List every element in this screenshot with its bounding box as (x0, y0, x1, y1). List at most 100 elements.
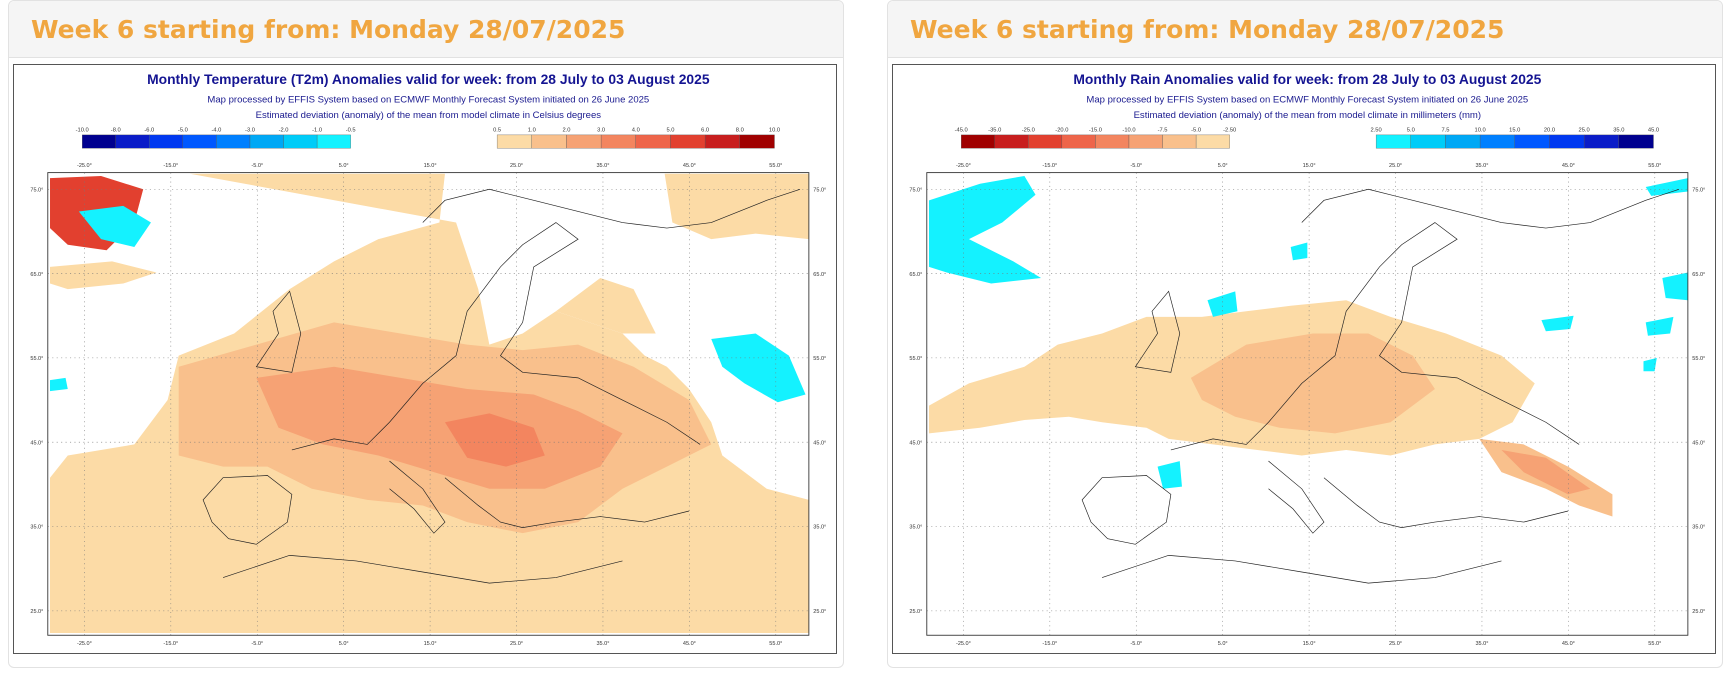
longitude-label: 25.0° (510, 163, 523, 169)
map-subtitle-2: Estimated deviation (anomaly) of the mea… (256, 110, 602, 121)
card-title: Week 6 starting from: Monday 28/07/2025 (910, 14, 1505, 44)
legend-swatch (1549, 134, 1585, 149)
latitude-label: 55.0° (1692, 356, 1705, 362)
anomaly-area-cool (78, 205, 151, 247)
graticule: -25.0° -25.0° -15.0° -15.0° -5.0° -5.0° 5.0° 5.… (30, 163, 826, 647)
rain-anomaly-map: Monthly Rain Anomalies valid for week: f… (892, 64, 1716, 654)
longitude-label: -15.0° (163, 641, 178, 647)
graticule: -25.0° -25.0° -15.0° -15.0° -5.0° -5.0° 5.0° 5.… (909, 163, 1705, 647)
anomaly-area-wet (1290, 242, 1308, 261)
longitude-label: 55.0° (1648, 163, 1661, 169)
longitude-label: -15.0° (163, 163, 178, 169)
legend-tick-label: -7.5 (1158, 128, 1168, 134)
legend-swatch (1583, 134, 1619, 149)
latitude-label: 55.0° (30, 356, 43, 362)
anomaly-area-light (664, 173, 809, 240)
longitude-label: 5.0° (339, 163, 349, 169)
longitude-label: -25.0° (77, 163, 92, 169)
legend-swatch (531, 134, 567, 149)
legend-swatch (1162, 134, 1197, 149)
legend-tick-label: 15.0 (1509, 128, 1520, 134)
anomaly-area-wet (1645, 316, 1674, 336)
legend-tick-label: 5.0 (1407, 128, 1415, 134)
longitude-label: -25.0° (77, 641, 92, 647)
map-title: Monthly Temperature (T2m) Anomalies vali… (147, 71, 710, 87)
legend-swatch (1128, 134, 1163, 149)
legend-swatch (739, 134, 775, 149)
longitude-label: 15.0° (424, 641, 437, 647)
legend-swatch (1061, 134, 1096, 149)
longitude-label: -25.0° (956, 163, 971, 169)
anomaly-area-wet (1643, 357, 1657, 372)
longitude-label: -5.0° (1130, 163, 1142, 169)
legend-tick-label: -2.0 (279, 128, 289, 134)
legend-swatch (496, 134, 532, 149)
legend-swatch (1028, 134, 1063, 149)
latitude-label: 25.0° (909, 609, 922, 615)
longitude-label: 35.0° (596, 641, 609, 647)
legend-tick-label: 0.5 (493, 128, 501, 134)
legend-swatch (182, 134, 217, 149)
legend-tick-label: -0.5 (346, 128, 356, 134)
legend-tick-label: -10.0 (1122, 128, 1135, 134)
anomaly-area-light (50, 261, 157, 290)
latitude-label: 75.0° (909, 187, 922, 193)
legend-swatch (82, 134, 116, 149)
temperature-anomaly-map: Monthly Temperature (T2m) Anomalies vali… (13, 64, 837, 654)
legend-tick-label: 2.0 (562, 128, 570, 134)
legend-swatch (1479, 134, 1515, 149)
anomaly-area-dry (1190, 333, 1435, 434)
latitude-label: 75.0° (813, 187, 826, 193)
map-title: Monthly Rain Anomalies valid for week: f… (1073, 71, 1541, 87)
latitude-label: 35.0° (30, 525, 43, 531)
latitude-label: 55.0° (813, 356, 826, 362)
plot-border (47, 172, 810, 636)
coastlines (202, 188, 801, 584)
legend-swatch (1410, 134, 1446, 149)
legend-tick-label: -10.0 (76, 128, 89, 134)
legend-tick-label: -25.0 (1022, 128, 1035, 134)
longitude-label: -5.0° (251, 163, 263, 169)
legend-tick-label: -2.50 (1223, 128, 1236, 134)
map-svg: Monthly Rain Anomalies valid for week: f… (909, 71, 1705, 647)
anomaly-area-wet (1645, 178, 1688, 196)
longitude-label: 45.0° (1562, 163, 1575, 169)
longitude-label: 45.0° (683, 163, 696, 169)
latitude-label: 45.0° (30, 440, 43, 446)
legend-tick-label: -8.0 (111, 128, 121, 134)
longitude-label: 15.0° (1303, 641, 1316, 647)
map-subtitle-1: Map processed by EFFIS System based on E… (1086, 95, 1528, 106)
legend-tick-label: 4.0 (632, 128, 640, 134)
longitude-label: -5.0° (1130, 641, 1142, 647)
legend-tick-label: 35.0 (1613, 128, 1624, 134)
longitude-label: 5.0° (1218, 641, 1228, 647)
anomaly-area-wet (1207, 291, 1238, 317)
anomaly-area-wet (1541, 315, 1574, 332)
legend-tick-label: -1.0 (312, 128, 322, 134)
legend-tick-label: -35.0 (988, 128, 1001, 134)
legend-tick-label: 7.5 (1441, 128, 1449, 134)
legend-tick-label: -5.0 (1191, 128, 1201, 134)
legend-swatch (1514, 134, 1550, 149)
temperature-card: Week 6 starting from: Monday 28/07/2025 … (8, 0, 844, 668)
legend-swatch (1095, 134, 1130, 149)
latitude-label: 35.0° (909, 525, 922, 531)
legend-swatch (994, 134, 1029, 149)
legend-swatch (149, 134, 184, 149)
legend-swatch (600, 134, 636, 149)
latitude-label: 35.0° (1692, 525, 1705, 531)
latitude-label: 25.0° (1692, 609, 1705, 615)
legend-tick-label: 10.0 (1475, 128, 1486, 134)
map-subtitle-1: Map processed by EFFIS System based on E… (207, 95, 649, 106)
legend-tick-label: -20.0 (1055, 128, 1068, 134)
anomaly-area-wet (929, 175, 1042, 284)
rain-card: Week 6 starting from: Monday 28/07/2025 … (887, 0, 1723, 668)
longitude-label: 25.0° (510, 641, 523, 647)
legend-swatch (566, 134, 602, 149)
longitude-label: 15.0° (424, 163, 437, 169)
latitude-label: 65.0° (30, 272, 43, 278)
legend-tick-label: 45.0 (1648, 128, 1659, 134)
legend-swatch (670, 134, 706, 149)
coastlines (1081, 188, 1680, 584)
legend-tick-label: -4.0 (211, 128, 221, 134)
